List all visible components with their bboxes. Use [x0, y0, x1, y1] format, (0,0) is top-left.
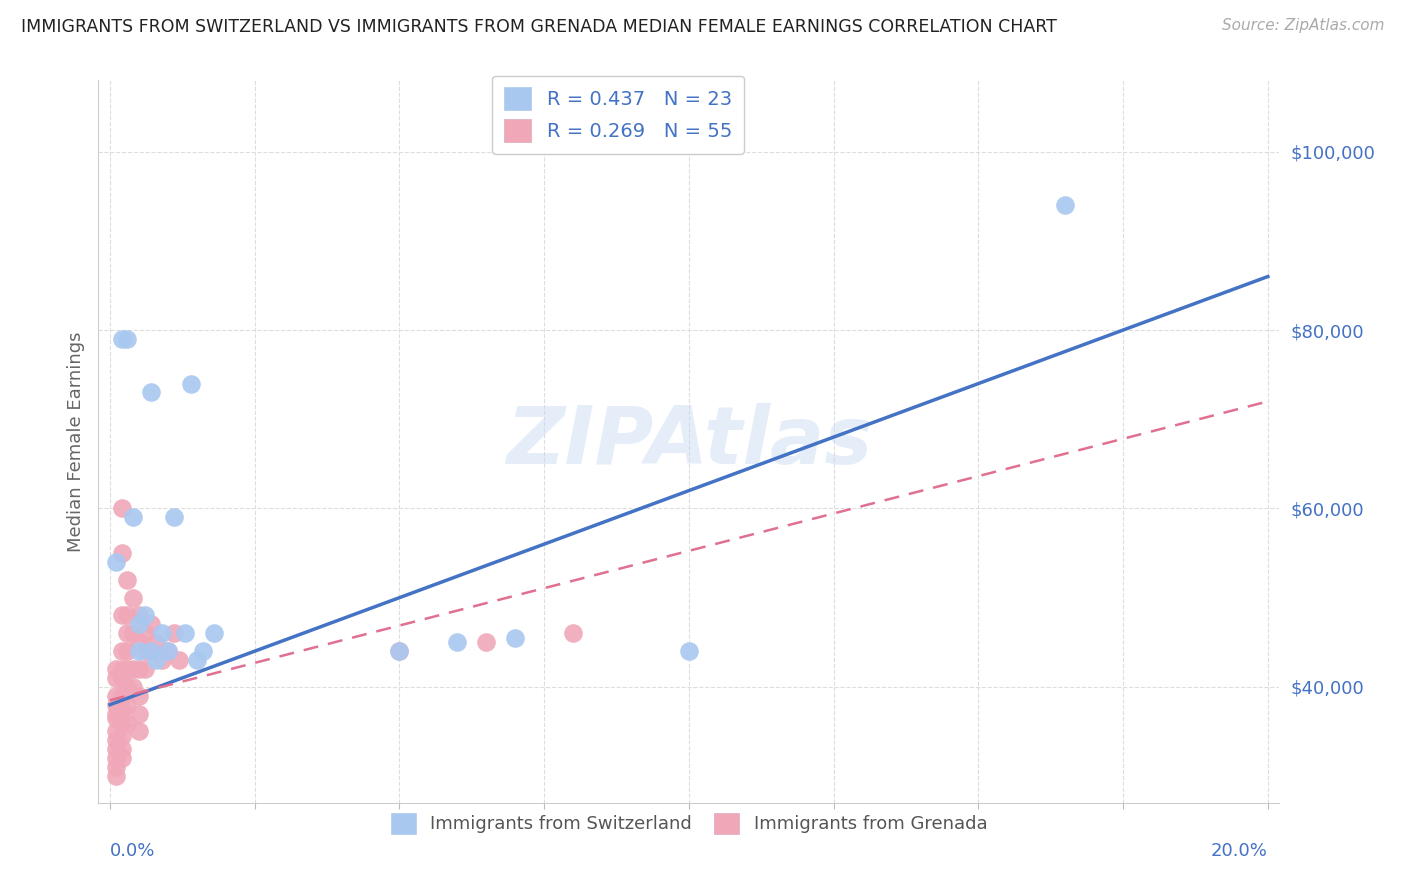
Point	[110, 662, 132, 676]
Point	[110, 729, 132, 743]
Point	[122, 510, 145, 524]
Point	[110, 501, 132, 516]
Point	[134, 608, 156, 623]
Point	[104, 698, 127, 712]
Point	[128, 662, 150, 676]
Point	[475, 635, 498, 649]
Point	[104, 733, 127, 747]
Point	[110, 742, 132, 756]
Point	[139, 385, 162, 400]
Point	[117, 715, 139, 730]
Point	[104, 760, 127, 774]
Point	[104, 742, 127, 756]
Point	[446, 635, 468, 649]
Point	[678, 644, 700, 658]
Point	[128, 635, 150, 649]
Point	[562, 626, 585, 640]
Point	[110, 715, 132, 730]
Text: Source: ZipAtlas.com: Source: ZipAtlas.com	[1222, 18, 1385, 33]
Point	[110, 689, 132, 703]
Point	[163, 510, 186, 524]
Legend: Immigrants from Switzerland, Immigrants from Grenada: Immigrants from Switzerland, Immigrants …	[384, 805, 994, 841]
Point	[117, 644, 139, 658]
Point	[128, 608, 150, 623]
Point	[1054, 198, 1077, 212]
Text: ZIPAtlas: ZIPAtlas	[506, 402, 872, 481]
Point	[117, 698, 139, 712]
Point	[134, 626, 156, 640]
Point	[503, 631, 526, 645]
Point	[134, 662, 156, 676]
Point	[388, 644, 411, 658]
Point	[122, 680, 145, 694]
Point	[139, 644, 162, 658]
Point	[104, 671, 127, 685]
Point	[145, 653, 167, 667]
Y-axis label: Median Female Earnings: Median Female Earnings	[66, 331, 84, 552]
Point	[128, 644, 150, 658]
Point	[139, 617, 162, 632]
Point	[150, 653, 173, 667]
Point	[104, 555, 127, 569]
Point	[117, 626, 139, 640]
Point	[117, 608, 139, 623]
Point	[104, 769, 127, 783]
Point	[156, 644, 179, 658]
Point	[388, 644, 411, 658]
Point	[128, 706, 150, 721]
Point	[128, 689, 150, 703]
Point	[169, 653, 191, 667]
Point	[145, 635, 167, 649]
Point	[110, 332, 132, 346]
Point	[110, 751, 132, 765]
Point	[174, 626, 197, 640]
Point	[128, 617, 150, 632]
Point	[110, 608, 132, 623]
Text: IMMIGRANTS FROM SWITZERLAND VS IMMIGRANTS FROM GRENADA MEDIAN FEMALE EARNINGS CO: IMMIGRANTS FROM SWITZERLAND VS IMMIGRANT…	[21, 18, 1057, 36]
Point	[150, 626, 173, 640]
Point	[122, 591, 145, 605]
Point	[110, 644, 132, 658]
Point	[104, 689, 127, 703]
Point	[202, 626, 225, 640]
Point	[134, 644, 156, 658]
Point	[117, 573, 139, 587]
Point	[122, 626, 145, 640]
Point	[117, 662, 139, 676]
Point	[180, 376, 202, 391]
Point	[110, 671, 132, 685]
Point	[186, 653, 208, 667]
Point	[163, 626, 186, 640]
Text: 20.0%: 20.0%	[1211, 842, 1268, 860]
Point	[117, 680, 139, 694]
Point	[128, 724, 150, 739]
Point	[122, 662, 145, 676]
Point	[104, 662, 127, 676]
Point	[104, 724, 127, 739]
Point	[139, 644, 162, 658]
Point	[156, 644, 179, 658]
Point	[191, 644, 214, 658]
Point	[110, 546, 132, 560]
Point	[104, 711, 127, 725]
Point	[117, 332, 139, 346]
Point	[110, 702, 132, 716]
Point	[104, 751, 127, 765]
Point	[104, 706, 127, 721]
Text: 0.0%: 0.0%	[110, 842, 156, 860]
